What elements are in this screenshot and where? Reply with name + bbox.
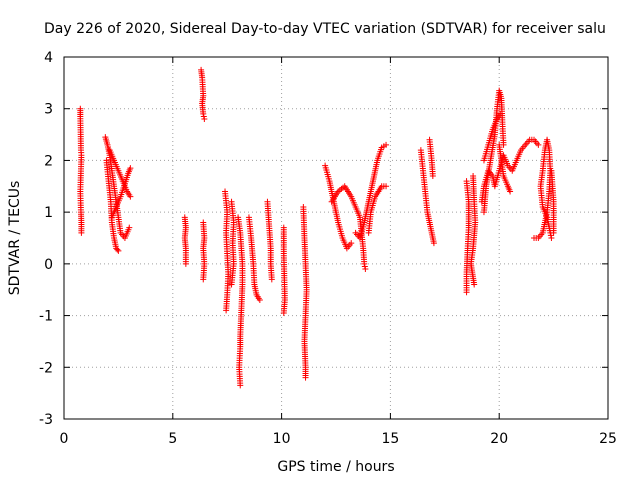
axis-ticks: 0 5 10 15 20 25 -3 -2 -1 0 1 2 3 4: [39, 50, 617, 447]
data-point: [228, 281, 235, 288]
y-tick-label: 2: [44, 153, 53, 169]
x-tick-label: 20: [490, 431, 508, 447]
x-tick-label: 5: [168, 431, 177, 447]
data-point: [463, 289, 470, 296]
data-point: [114, 246, 121, 253]
data-point: [115, 247, 122, 254]
x-tick-label: 10: [273, 431, 291, 447]
data-point: [200, 110, 207, 117]
data-point: [361, 260, 368, 267]
y-tick-label: 4: [44, 50, 53, 66]
data-point: [78, 229, 85, 236]
data-point: [507, 188, 514, 195]
data-point: [348, 240, 355, 247]
data-point: [182, 260, 189, 267]
data-point: [497, 110, 504, 117]
gridlines: [64, 57, 608, 419]
data-point: [430, 240, 437, 247]
y-tick-label: -2: [39, 360, 53, 376]
x-tick-label: 25: [599, 431, 617, 447]
data-point: [126, 224, 133, 231]
data-point: [550, 229, 557, 236]
data-point: [200, 113, 207, 120]
data-point: [127, 165, 134, 172]
y-tick-label: 1: [44, 205, 53, 221]
data-point: [383, 183, 390, 190]
data-points: [77, 66, 557, 389]
x-tick-label: 15: [381, 431, 399, 447]
y-tick-label: 3: [44, 102, 53, 118]
data-point: [383, 141, 390, 148]
chart-title: Day 226 of 2020, Sidereal Day-to-day VTE…: [44, 21, 606, 37]
data-point: [237, 382, 244, 389]
y-tick-label: 0: [44, 257, 53, 273]
data-point: [471, 281, 478, 288]
data-point: [201, 116, 208, 123]
data-point: [256, 297, 263, 304]
y-tick-label: -1: [39, 309, 53, 325]
x-tick-label: 0: [60, 431, 69, 447]
x-axis-title: GPS time / hours: [277, 459, 394, 475]
y-tick-label: -3: [39, 412, 53, 428]
data-point: [361, 263, 368, 270]
data-point: [268, 276, 275, 283]
data-point: [302, 374, 309, 381]
data-point: [200, 276, 207, 283]
data-point: [127, 193, 134, 200]
data-point: [535, 141, 542, 148]
data-point: [429, 172, 436, 179]
data-point: [548, 235, 555, 241]
data-point: [223, 307, 230, 314]
data-point: [547, 232, 554, 239]
plot-frame: [63, 56, 609, 420]
data-point: [280, 309, 287, 316]
y-axis-title: SDTVAR / TECUs: [7, 181, 23, 296]
data-point: [362, 266, 369, 273]
